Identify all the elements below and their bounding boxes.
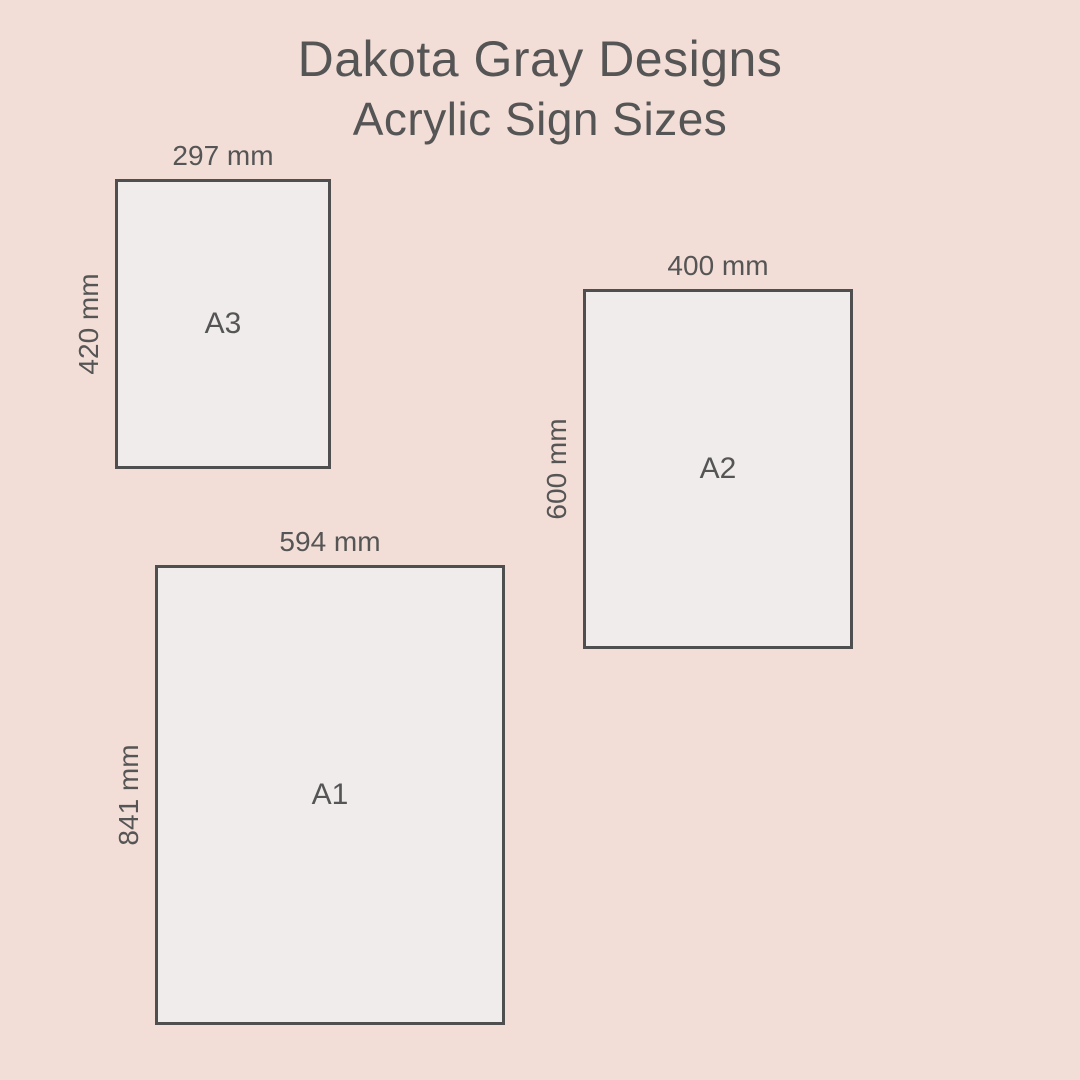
width-label-a2: 400 mm [667,250,768,282]
height-label-a3: 420 mm [73,273,105,374]
sign-label-a1: A1 [312,778,349,812]
height-label-a1: 841 mm [113,744,145,845]
infographic-canvas: Dakota Gray Designs Acrylic Sign Sizes A… [0,0,1080,1080]
width-label-a3: 297 mm [172,140,273,172]
sign-box-a1: A1 [155,565,505,1025]
sign-box-a2: A2 [583,289,853,649]
height-label-a2: 600 mm [541,418,573,519]
subtitle: Acrylic Sign Sizes [0,92,1080,146]
sign-box-a3: A3 [115,179,331,469]
title: Dakota Gray Designs [0,30,1080,88]
sign-label-a3: A3 [205,307,242,341]
width-label-a1: 594 mm [279,526,380,558]
sign-label-a2: A2 [700,452,737,486]
